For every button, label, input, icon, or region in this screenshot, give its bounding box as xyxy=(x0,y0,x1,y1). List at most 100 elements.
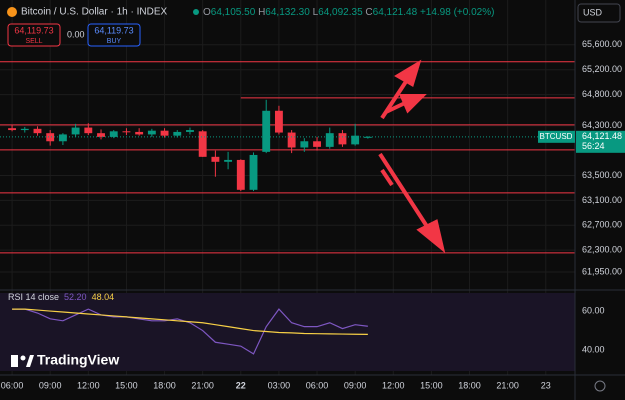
last-price-label: 64,121.48 xyxy=(582,131,622,141)
ohlc: O64,105.50 H64,132.30 L64,092.35 C64,121… xyxy=(203,7,494,18)
settings-icon[interactable] xyxy=(594,380,606,392)
buy-price: 64,119.73 xyxy=(94,25,133,35)
sell-button[interactable]: 64,119.73 SELL xyxy=(7,23,61,47)
symbol-icon xyxy=(7,7,17,17)
x-tick-label: 06:00 xyxy=(306,380,329,390)
symbol: Bitcoin / U.S. Dollar · 1h · INDEX xyxy=(21,7,167,18)
last-price-box xyxy=(576,130,625,153)
rsi-line xyxy=(12,308,368,335)
y-tick-label: 64,300.00 xyxy=(582,120,622,130)
arrow xyxy=(378,152,430,230)
candle-body xyxy=(20,128,29,131)
ohlc-value: 64,132.30 xyxy=(265,7,310,18)
currency: USD xyxy=(583,7,603,17)
y-tick-label: 40.00 xyxy=(582,344,605,354)
x-tick-label: 18:00 xyxy=(153,380,176,390)
candle-body xyxy=(325,133,334,147)
candle-body xyxy=(186,130,194,132)
x-tick-label: 15:00 xyxy=(115,380,138,390)
candle-body xyxy=(97,133,105,137)
ohlc-key: L xyxy=(313,7,319,18)
ohlc-key: C xyxy=(365,7,372,18)
ohlc-value: 64,092.35 xyxy=(318,7,363,18)
candle-body xyxy=(58,134,67,142)
arrows xyxy=(378,59,446,254)
arrow-head xyxy=(394,59,422,87)
candle-body xyxy=(287,132,296,148)
logo-text: TradingView xyxy=(37,352,119,368)
candle-body xyxy=(211,156,220,162)
candle-body xyxy=(109,131,118,137)
candle-body xyxy=(8,128,17,131)
ohlc-value: 64,105.50 xyxy=(211,7,256,18)
x-tick-label: 06:00 xyxy=(1,380,24,390)
rsi-current: 52.20 xyxy=(64,292,87,302)
x-tick-label: 23 xyxy=(541,380,551,390)
candle-body xyxy=(160,130,169,136)
y-tick-label: 65,600.00 xyxy=(582,39,622,49)
symbol-tag: BTCUSD xyxy=(540,132,573,141)
y-tick-label: 62,700.00 xyxy=(582,220,622,230)
y-tick-label: 60.00 xyxy=(582,305,605,315)
logo-mark xyxy=(26,355,34,367)
x-tick-label: 21:00 xyxy=(496,380,519,390)
buy-box[interactable] xyxy=(87,23,141,47)
candle-body xyxy=(249,154,258,190)
rsi-current: 48.04 xyxy=(92,292,115,302)
arrow xyxy=(385,101,406,114)
y-tick-label: 63,500.00 xyxy=(582,170,622,180)
x-tick-label: 22 xyxy=(236,380,246,390)
x-tick-label: 09:00 xyxy=(344,380,367,390)
y-tick-label: 61,950.00 xyxy=(582,266,622,276)
x-tick-label: 21:00 xyxy=(191,380,214,390)
change: +14.98 (+0.02%) xyxy=(420,7,495,18)
rsi-band xyxy=(0,293,575,371)
logo: TradingView xyxy=(11,352,119,368)
candle-body xyxy=(262,110,271,152)
currency-box[interactable] xyxy=(577,3,621,23)
ohlc-key: O xyxy=(203,7,211,18)
rsi-title: RSI 14 close 52.20 48.04 xyxy=(8,292,114,302)
x-tick-label: 09:00 xyxy=(39,380,62,390)
y-tick-label: 62,300.00 xyxy=(582,245,622,255)
logo-mark xyxy=(20,355,26,361)
candle-body xyxy=(46,133,55,142)
arrow-head xyxy=(416,219,446,254)
candle-body xyxy=(135,131,144,135)
rsi-title-text: RSI 14 close xyxy=(8,292,59,302)
candle-body xyxy=(33,128,42,134)
ohlc-value: 64,121.48 xyxy=(373,7,418,18)
symbol-tag-box xyxy=(538,130,575,143)
y-tick-label: 63,100.00 xyxy=(582,195,622,205)
candle-body xyxy=(147,130,156,135)
x-tick-label: 12:00 xyxy=(382,380,405,390)
candle-body xyxy=(122,131,131,133)
arrow xyxy=(380,168,394,187)
candle-body xyxy=(236,159,245,190)
candle-body xyxy=(84,127,93,134)
ohlc-key: H xyxy=(258,7,265,18)
candle-body xyxy=(274,110,283,133)
candle-body xyxy=(198,131,207,157)
candle-body xyxy=(224,159,233,162)
sell-price: 64,119.73 xyxy=(14,25,53,35)
candle-body xyxy=(338,133,347,145)
sell-box[interactable] xyxy=(7,23,61,47)
candle-body xyxy=(363,136,372,138)
candle-body xyxy=(300,141,309,148)
candle-body xyxy=(173,131,182,136)
spread: 0.00 xyxy=(67,29,85,39)
countdown: 56:24 xyxy=(582,141,605,151)
x-tick-label: 18:00 xyxy=(458,380,481,390)
y-tick-label: 64,800.00 xyxy=(582,89,622,99)
x-tick-label: 03:00 xyxy=(268,380,291,390)
x-tick-label: 12:00 xyxy=(77,380,100,390)
candle-body xyxy=(313,141,321,147)
y-tick-label: 65,200.00 xyxy=(582,64,622,74)
candle-body xyxy=(351,135,360,145)
market-status xyxy=(193,9,199,15)
buy-button[interactable]: 64,119.73 BUY xyxy=(87,23,141,47)
x-tick-label: 15:00 xyxy=(420,380,443,390)
candle-body xyxy=(71,127,80,135)
